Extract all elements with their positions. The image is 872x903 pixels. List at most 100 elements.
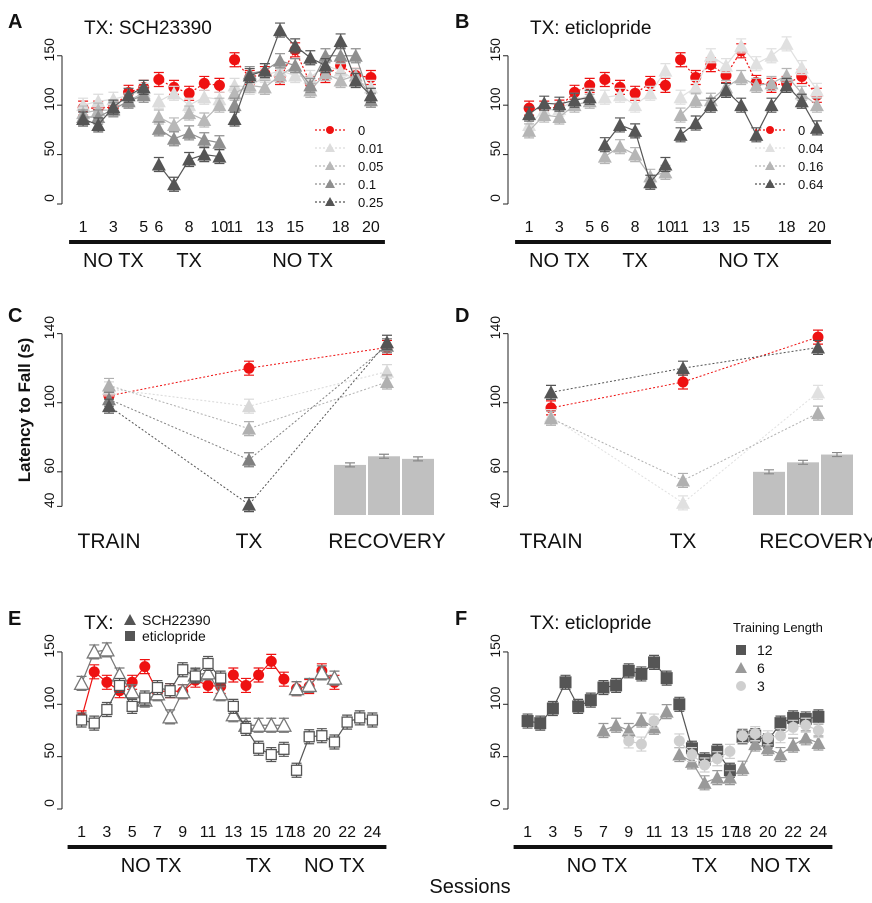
data-point — [182, 125, 197, 139]
group-label: NO TX — [83, 250, 144, 272]
y-tick-label: 0 — [41, 194, 57, 202]
series-0-64 — [544, 339, 825, 400]
data-point — [612, 88, 627, 102]
data-point — [354, 712, 366, 724]
data-point — [622, 664, 635, 677]
data-point — [774, 717, 787, 730]
y-tick-label: 50 — [487, 141, 503, 157]
legend-label: 0 — [798, 123, 805, 138]
data-point — [380, 364, 394, 378]
legend-title: Training Length — [733, 620, 823, 635]
data-point — [786, 738, 801, 752]
data-point — [124, 683, 141, 699]
bar-error — [764, 469, 774, 475]
data-point — [711, 753, 723, 765]
data-point — [699, 759, 711, 771]
data-point — [737, 730, 749, 742]
series-line — [234, 28, 372, 120]
data-point — [227, 78, 242, 92]
data-point — [380, 375, 394, 388]
data-point — [794, 86, 809, 100]
data-point — [628, 147, 643, 161]
data-point — [719, 83, 734, 97]
data-point — [522, 107, 537, 121]
data-point — [809, 98, 824, 112]
x-tick-label: 22 — [338, 824, 356, 841]
group-bar — [219, 845, 298, 849]
x-tick-label: 5 — [574, 824, 583, 841]
data-point — [635, 738, 647, 750]
data-point — [773, 747, 788, 761]
data-point — [722, 770, 737, 784]
data-point — [629, 87, 641, 99]
data-point — [341, 716, 353, 728]
series-line — [234, 55, 372, 106]
data-point — [288, 680, 305, 696]
x-tick-label: 20 — [808, 219, 826, 236]
data-point — [719, 58, 734, 72]
x-tick-label: 20 — [313, 824, 331, 841]
data-point — [749, 127, 764, 141]
group-bar — [69, 240, 158, 244]
legend-marker — [325, 143, 335, 152]
data-point — [227, 112, 242, 126]
y-tick-label: 100 — [487, 686, 503, 710]
data-point — [212, 149, 227, 163]
data-point — [197, 113, 212, 126]
data-point — [197, 147, 212, 161]
x-axis-label: Sessions — [429, 876, 510, 898]
data-point — [189, 670, 202, 682]
series-line — [234, 64, 372, 96]
data-point — [676, 495, 690, 509]
legend-marker — [765, 179, 775, 188]
x-tick-label: 10 — [211, 219, 229, 236]
data-point — [599, 73, 611, 85]
panel-title: TX: — [84, 613, 114, 634]
data-point — [136, 80, 151, 94]
legend-label: 0.05 — [358, 159, 383, 174]
series-line — [550, 346, 819, 393]
group-label: TX — [176, 250, 202, 272]
x-tick-label: 8 — [631, 219, 640, 236]
legend-marker — [325, 197, 335, 206]
legend-label: 3 — [757, 678, 765, 694]
data-point — [609, 718, 624, 732]
data-point — [623, 735, 635, 747]
y-tick-label: 100 — [487, 87, 503, 111]
data-point — [303, 78, 318, 92]
data-point — [812, 331, 824, 343]
series-line — [680, 43, 818, 98]
x-tick-label: 15 — [732, 219, 750, 236]
data-point — [328, 736, 341, 748]
data-point — [552, 110, 567, 124]
x-tick-label: 13 — [702, 219, 720, 236]
x-tick-label: 18 — [288, 824, 306, 841]
bar-error — [413, 456, 423, 462]
y-tick-label: 100 — [41, 385, 57, 409]
data-point — [734, 70, 749, 84]
x-tick-label: 7 — [599, 824, 608, 841]
data-point — [811, 406, 825, 420]
data-point — [177, 664, 189, 676]
data-point — [643, 175, 658, 189]
data-point — [809, 120, 824, 134]
data-point — [240, 722, 252, 735]
legend-marker — [124, 614, 136, 625]
data-point — [794, 94, 809, 108]
data-point — [227, 700, 239, 713]
data-point — [610, 679, 623, 692]
data-point — [273, 68, 288, 82]
data-point — [621, 723, 636, 737]
data-point — [749, 56, 764, 70]
recovery-bar — [368, 456, 400, 515]
panel-letter-f: F — [455, 608, 467, 630]
group-label: NO TX — [750, 855, 811, 877]
x-tick-label: 11 — [226, 219, 243, 236]
data-point — [628, 123, 643, 137]
y-tick-label: 40 — [41, 492, 57, 508]
data-point — [559, 676, 572, 689]
data-point — [710, 770, 725, 784]
data-point — [278, 743, 290, 755]
legend-marker — [765, 143, 775, 152]
